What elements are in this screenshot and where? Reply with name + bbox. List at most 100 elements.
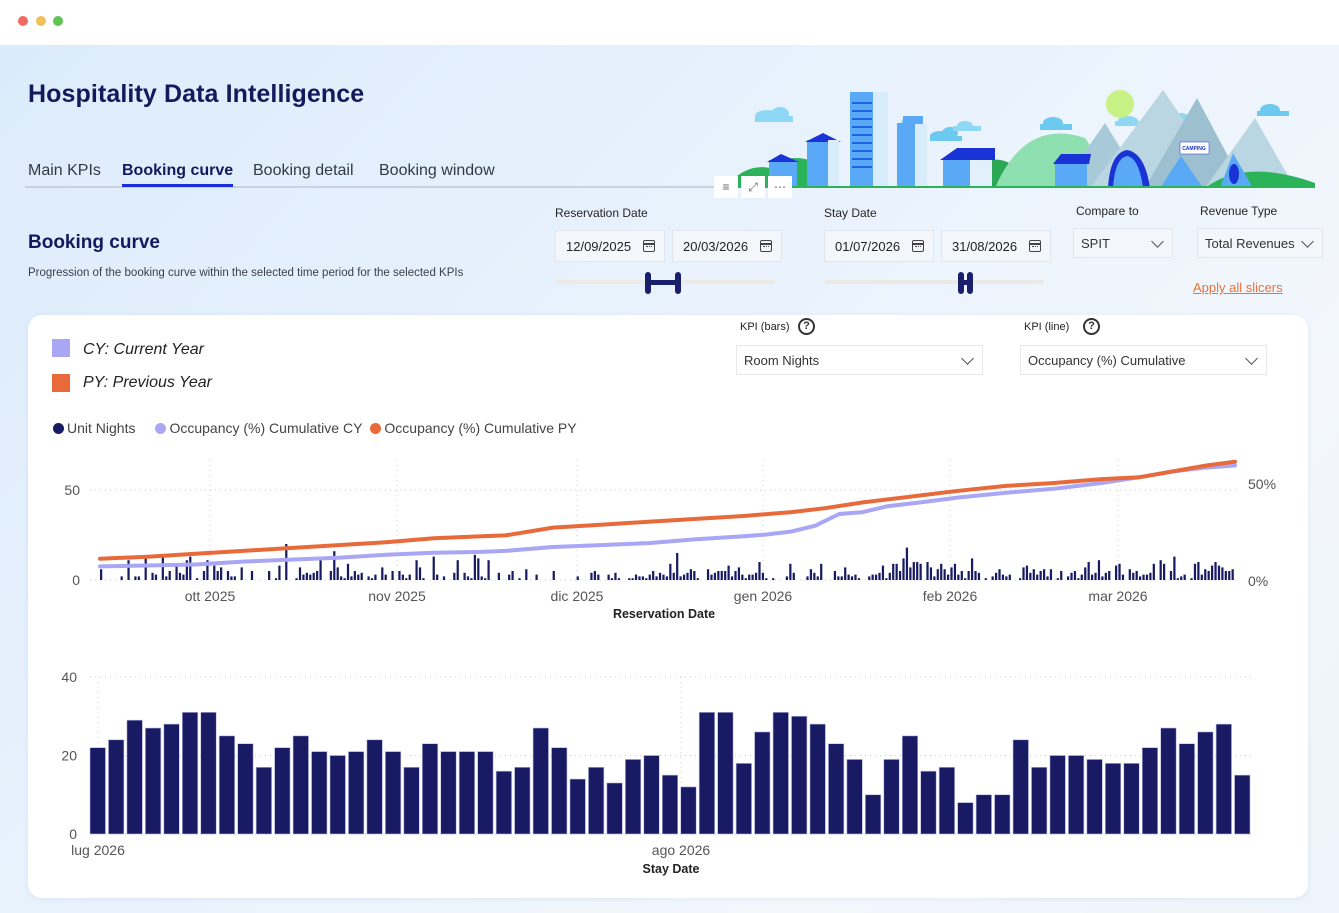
unit-nights-bar <box>909 567 912 580</box>
svg-text:CAMPING: CAMPING <box>1182 146 1206 152</box>
unit-nights-bar <box>964 578 967 580</box>
unit-nights-bar <box>1108 571 1111 580</box>
tab-booking-detail[interactable]: Booking detail <box>253 162 354 179</box>
more-options-icon[interactable]: ⋯ <box>768 176 792 198</box>
unit-nights-bar <box>597 574 600 580</box>
stay-date-bar <box>1086 759 1103 835</box>
unit-nights-bar <box>384 574 387 580</box>
unit-nights-bar <box>278 565 281 580</box>
legend-item-unit-nights[interactable]: Unit Nights <box>53 420 135 436</box>
unit-nights-bar <box>693 571 696 580</box>
unit-nights-bar <box>477 558 480 580</box>
unit-nights-bar <box>905 547 909 580</box>
kpi-bars-dropdown[interactable]: Room Nights <box>736 345 983 375</box>
unit-nights-bar <box>902 558 905 580</box>
unit-nights-bar <box>1128 569 1131 580</box>
y-axis-tick-label: 0 <box>69 826 77 842</box>
chevron-down-icon <box>1301 235 1314 248</box>
unit-nights-bar <box>213 565 216 580</box>
unit-nights-bar <box>415 560 418 580</box>
unit-nights-bar <box>895 563 898 580</box>
sun-icon <box>1106 90 1134 118</box>
unit-nights-bar <box>936 569 939 580</box>
filter-icon[interactable]: ≡ <box>714 176 738 198</box>
reservation-date-start-handle[interactable] <box>645 272 651 294</box>
unit-nights-bar <box>1142 574 1145 580</box>
legend-label: Unit Nights <box>67 420 136 436</box>
unit-nights-bar <box>1180 576 1183 580</box>
stay-date-start-handle[interactable] <box>958 272 964 294</box>
unit-nights-bar <box>610 578 614 580</box>
unit-nights-bar <box>994 572 998 580</box>
help-icon[interactable]: ? <box>798 318 815 335</box>
calendar-icon[interactable] <box>912 240 924 252</box>
unit-nights-bar <box>727 565 730 580</box>
reservation-start-date-input[interactable]: 12/09/2025 <box>555 230 665 262</box>
calendar-icon[interactable] <box>1029 240 1041 252</box>
unit-nights-bar <box>329 571 332 580</box>
unit-nights-bar <box>1046 576 1049 580</box>
stay-date-label: Stay Date <box>824 206 877 220</box>
stay-date-bar <box>846 759 863 835</box>
unit-nights-bar <box>1221 567 1224 580</box>
unit-nights-bar <box>686 572 689 580</box>
unit-nights-bar <box>274 578 278 580</box>
chevron-down-icon <box>961 352 974 365</box>
unit-nights-bar <box>638 576 641 580</box>
unit-nights-bar <box>453 572 456 580</box>
unit-nights-bar <box>525 569 528 580</box>
unit-nights-bar <box>1022 567 1025 580</box>
apply-all-slicers-link[interactable]: Apply all slicers <box>1193 280 1283 295</box>
compare-to-dropdown[interactable]: SPIT <box>1073 228 1173 258</box>
stay-date-range-track[interactable] <box>824 280 1044 284</box>
unit-nights-bar <box>360 572 363 580</box>
unit-nights-bar <box>713 572 717 580</box>
unit-nights-bar <box>1042 569 1046 580</box>
stay-start-date-input[interactable]: 01/07/2026 <box>824 230 934 262</box>
focus-mode-icon[interactable]: ⤢ <box>741 176 765 198</box>
y-axis-tick-label: 20 <box>61 748 77 764</box>
unit-nights-bar <box>178 572 182 580</box>
stay-end-date-value: 31/08/2026 <box>952 238 1018 254</box>
calendar-icon[interactable] <box>760 240 772 252</box>
legend-item-occupancy-cy[interactable]: Occupancy (%) Cumulative CY <box>155 420 362 436</box>
y-axis-right-tick-label: 0% <box>1248 573 1268 589</box>
x-axis-tick-label: feb 2026 <box>923 588 978 604</box>
stay-date-end-handle[interactable] <box>967 272 973 294</box>
stay-date-bar <box>532 727 549 835</box>
revenue-type-dropdown[interactable]: Total Revenues <box>1197 228 1323 258</box>
legend-item-occupancy-py[interactable]: Occupancy (%) Cumulative PY <box>370 420 577 436</box>
reservation-date-end-handle[interactable] <box>675 272 681 294</box>
stay-date-bar <box>421 743 439 835</box>
stay-date-bar <box>551 747 568 835</box>
stay-end-date-input[interactable]: 31/08/2026 <box>941 230 1051 262</box>
tab-main-kpis[interactable]: Main KPIs <box>28 162 101 179</box>
stay-date-bar <box>200 712 217 835</box>
unit-nights-bar <box>401 574 404 580</box>
x-axis-tick-label: gen 2026 <box>734 588 793 604</box>
unit-nights-bar <box>473 554 476 580</box>
minimize-window-button[interactable] <box>36 16 46 26</box>
unit-nights-bar <box>154 574 158 580</box>
reservation-end-date-input[interactable]: 20/03/2026 <box>672 230 782 262</box>
unit-nights-bar <box>744 578 747 580</box>
calendar-icon[interactable] <box>643 240 655 252</box>
unit-nights-bar <box>374 574 377 580</box>
unit-nights-bar <box>422 578 425 580</box>
unit-nights-bar <box>161 556 164 580</box>
unit-nights-bar <box>250 571 254 580</box>
tab-booking-curve[interactable]: Booking curve <box>122 162 234 187</box>
help-icon[interactable]: ? <box>1083 318 1100 335</box>
close-window-button[interactable] <box>18 16 28 26</box>
maximize-window-button[interactable] <box>53 16 63 26</box>
stay-date-bar <box>311 751 328 835</box>
unit-nights-bar <box>466 576 470 580</box>
kpi-line-dropdown[interactable]: Occupancy (%) Cumulative <box>1020 345 1267 375</box>
unit-nights-bar <box>689 569 693 580</box>
compare-to-label: Compare to <box>1076 204 1139 218</box>
tab-booking-window[interactable]: Booking window <box>379 162 495 179</box>
unit-nights-bar <box>645 578 648 580</box>
unit-nights-bar <box>220 567 223 580</box>
unit-nights-bar <box>655 576 658 580</box>
unit-nights-bar <box>652 571 655 580</box>
